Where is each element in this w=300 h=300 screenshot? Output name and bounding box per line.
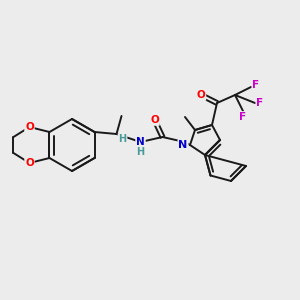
Text: O: O	[196, 90, 206, 100]
Text: O: O	[25, 122, 34, 132]
Text: N: N	[178, 140, 188, 150]
Text: O: O	[150, 115, 159, 125]
Text: F: F	[239, 112, 247, 122]
Text: F: F	[252, 80, 260, 90]
Text: F: F	[256, 98, 264, 108]
Text: H: H	[136, 147, 145, 157]
Text: N: N	[136, 137, 145, 147]
Text: H: H	[118, 134, 127, 144]
Text: O: O	[25, 158, 34, 168]
